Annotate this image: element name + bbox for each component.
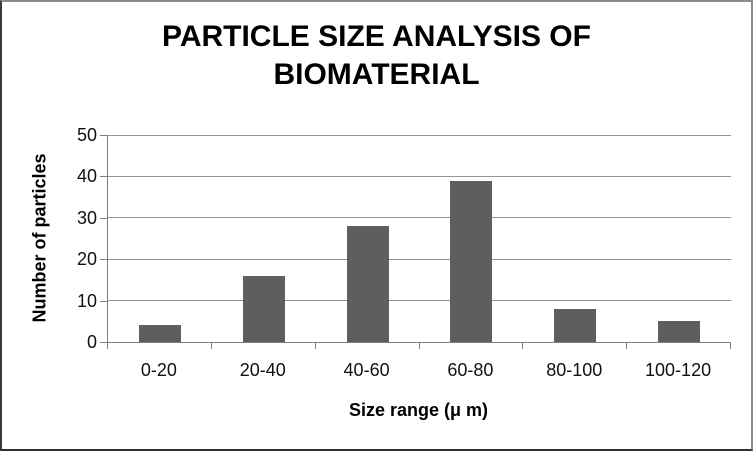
x-tick-label-100-120: 100-120 [645,360,712,380]
x-tick-label-0-20: 0-20 [140,360,177,380]
x-tick-mark-6 [730,343,731,349]
x-tick-label-80-100: 80-100 [546,360,603,380]
y-tick-label-20: 20 [76,249,97,270]
bar-100-120 [658,321,701,342]
x-tick-mark-0 [107,343,108,349]
y-tick-label-30: 30 [76,207,97,228]
x-tick-mark-4 [522,343,524,349]
y-tick-mark-40 [100,176,107,178]
bar-40-60 [346,226,389,342]
y-tick-mark-20 [100,259,107,261]
bar-0-20 [138,325,181,342]
x-tick-mark-5 [626,343,628,349]
y-tick-label-0: 0 [86,332,97,352]
x-tick-mark-2 [314,343,316,349]
bar-80-100 [554,308,597,342]
y-tick-mark-30 [100,217,107,219]
x-tick-label-20-40: 20-40 [239,360,286,380]
x-tick-label-40-60: 40-60 [343,360,390,380]
x-tick-mark-3 [418,343,420,349]
y-tick-label-40: 40 [76,166,97,187]
y-tick-mark-10 [100,300,107,302]
y-tick-mark-50 [100,135,107,136]
bar-60-80 [450,180,493,342]
gridline-10 [108,300,731,302]
x-tick-label-60-80: 60-80 [447,360,494,380]
y-tick-label-10: 10 [76,290,97,311]
bar-20-40 [242,275,285,342]
y-tick-mark-0 [100,342,107,343]
x-tick-mark-1 [210,343,212,349]
gridline-30 [108,217,731,219]
x-axis-title: Size range (μ m) [348,400,489,420]
gridline-40 [108,175,731,177]
plot-area [107,134,731,343]
y-tick-label-50: 50 [76,125,97,145]
gridline-20 [108,258,731,260]
chart-title: PARTICLE SIZE ANALYSIS OF BIOMATERIAL [162,20,591,91]
gridline-50 [108,134,731,136]
